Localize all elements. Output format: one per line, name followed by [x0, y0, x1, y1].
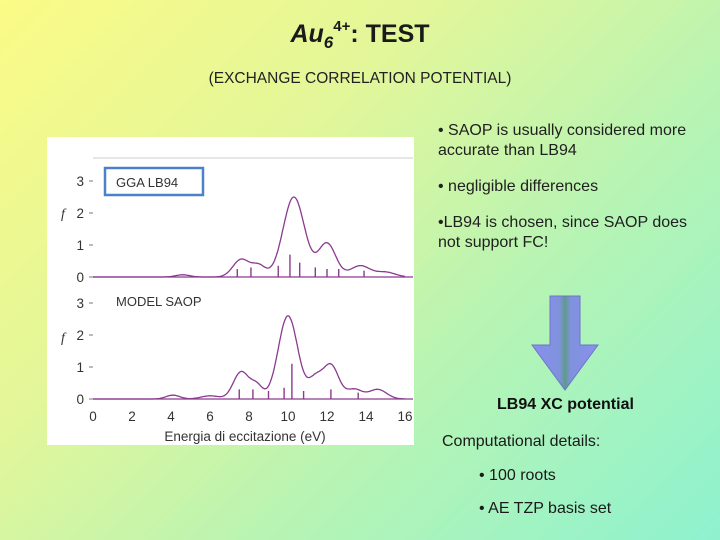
down-arrow-icon — [531, 295, 599, 391]
bottom-stick-lines — [238, 363, 359, 399]
computational-details-title: Computational details: — [442, 433, 601, 450]
top-y-tick-label: 0 — [76, 270, 84, 285]
panel-gga-lb94: f 0 1 2 3 GGA LB94 — [61, 157, 413, 285]
x-axis-label: Energia di eccitazione (eV) — [164, 429, 325, 444]
computational-item: • 100 roots — [479, 467, 556, 484]
top-ylabel: f — [61, 207, 67, 222]
x-tick-label: 16 — [397, 409, 412, 424]
top-spectrum-curve — [93, 196, 406, 278]
top-stick-lines — [236, 254, 365, 277]
bullet-item: • negligible differences — [438, 178, 599, 195]
bottom-spectrum-curve — [93, 315, 405, 400]
x-tick-label: 14 — [358, 409, 374, 424]
x-tick-label: 12 — [319, 409, 334, 424]
bottom-y-tick-label: 3 — [76, 296, 84, 311]
computational-item: • AE TZP basis set — [479, 500, 612, 517]
top-panel-label: GGA LB94 — [116, 175, 178, 190]
bottom-ylabel: f — [61, 331, 67, 346]
x-tick-label: 4 — [167, 409, 175, 424]
bottom-y-tick-label: 1 — [76, 360, 84, 375]
x-tick-label: 10 — [280, 409, 295, 424]
top-y-tick-label: 2 — [76, 206, 84, 221]
bullet-item: • SAOP is usually considered more accura… — [438, 122, 687, 159]
slide-subtitle: (EXCHANGE CORRELATION POTENTIAL) — [208, 70, 512, 87]
top-yticks: 0 1 2 3 — [76, 174, 93, 285]
top-y-tick-label: 1 — [76, 238, 84, 253]
top-y-tick-label: 3 — [76, 174, 84, 189]
bottom-yticks: 0 1 2 3 — [76, 296, 93, 407]
title-base: Au — [290, 20, 324, 48]
x-tick-label: 2 — [128, 409, 136, 424]
title-rest: : TEST — [350, 20, 430, 48]
x-tick-label: 8 — [245, 409, 253, 424]
bottom-y-tick-label: 2 — [76, 328, 84, 343]
x-tick-label: 6 — [206, 409, 214, 424]
x-tick-label: 0 — [89, 409, 97, 424]
conclusion-text: LB94 XC potential — [497, 396, 634, 413]
bottom-y-tick-label: 0 — [76, 392, 84, 407]
x-tick-labels: 0 2 4 6 8 10 12 14 16 — [89, 409, 412, 424]
top-label-box — [103, 166, 205, 197]
slide-title: Au64+: TEST — [0, 18, 720, 53]
title-superscript: 4+ — [333, 18, 351, 35]
bullet-item: •LB94 is chosen, since SAOP does not sup… — [438, 214, 688, 251]
title-subscript: 6 — [323, 33, 334, 52]
bullet-list: • SAOP is usually considered more accura… — [438, 121, 708, 269]
bottom-panel-label: MODEL SAOP — [116, 294, 201, 309]
